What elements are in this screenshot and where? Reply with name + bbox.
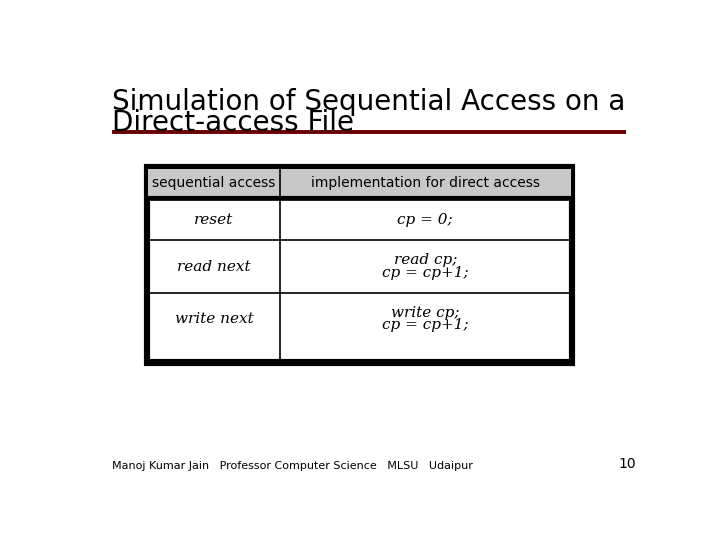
Text: implementation for direct access: implementation for direct access: [311, 177, 540, 191]
Text: write cp;: write cp;: [391, 306, 459, 320]
Text: Direct-access File: Direct-access File: [112, 110, 354, 138]
Text: sequential access: sequential access: [153, 177, 276, 191]
Text: cp = cp+1;: cp = cp+1;: [382, 266, 469, 280]
Text: Simulation of Sequential Access on a: Simulation of Sequential Access on a: [112, 88, 625, 116]
Text: read next: read next: [177, 260, 251, 274]
Bar: [145, 166, 573, 363]
Text: reset: reset: [194, 213, 233, 227]
Text: write next: write next: [175, 312, 253, 326]
Text: cp = 0;: cp = 0;: [397, 213, 453, 227]
Text: read cp;: read cp;: [394, 253, 457, 267]
Text: Manoj Kumar Jain   Professor Computer Science   MLSU   Udaipur: Manoj Kumar Jain Professor Computer Scie…: [112, 461, 472, 471]
Text: 10: 10: [618, 457, 636, 471]
Text: cp = cp+1;: cp = cp+1;: [382, 318, 469, 332]
Bar: [148, 168, 570, 361]
Bar: [148, 168, 570, 198]
